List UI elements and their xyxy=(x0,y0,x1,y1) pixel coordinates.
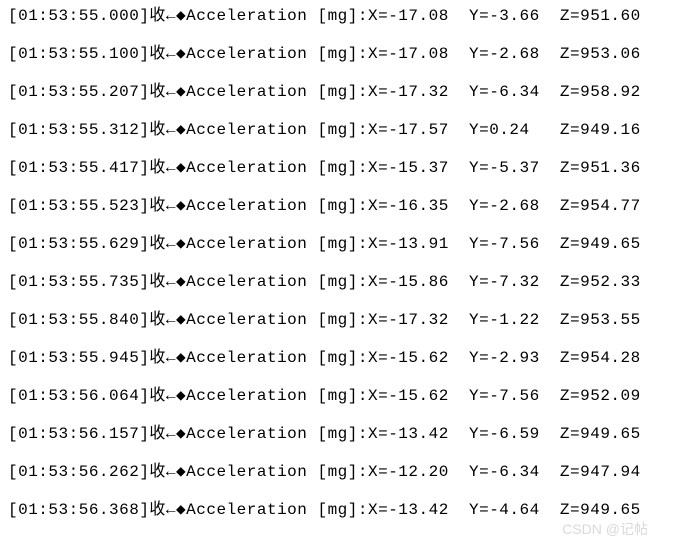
log-line: [01:53:55.945]收←◆Acceleration [mg]:X=-15… xyxy=(8,350,670,366)
log-line: [01:53:56.064]收←◆Acceleration [mg]:X=-15… xyxy=(8,388,670,404)
log-line: [01:53:55.629]收←◆Acceleration [mg]:X=-13… xyxy=(8,236,670,252)
log-line: [01:53:55.000]收←◆Acceleration [mg]:X=-17… xyxy=(8,8,670,24)
log-line: [01:53:56.262]收←◆Acceleration [mg]:X=-12… xyxy=(8,464,670,480)
log-line: [01:53:56.368]收←◆Acceleration [mg]:X=-13… xyxy=(8,502,670,518)
log-line: [01:53:55.207]收←◆Acceleration [mg]:X=-17… xyxy=(8,84,670,100)
log-line: [01:53:55.312]收←◆Acceleration [mg]:X=-17… xyxy=(8,122,670,138)
serial-log-output: [01:53:55.000]收←◆Acceleration [mg]:X=-17… xyxy=(8,8,670,518)
watermark-text: CSDN @记帖 xyxy=(562,519,648,539)
log-line: [01:53:56.157]收←◆Acceleration [mg]:X=-13… xyxy=(8,426,670,442)
log-line: [01:53:55.100]收←◆Acceleration [mg]:X=-17… xyxy=(8,46,670,62)
log-line: [01:53:55.417]收←◆Acceleration [mg]:X=-15… xyxy=(8,160,670,176)
log-line: [01:53:55.735]收←◆Acceleration [mg]:X=-15… xyxy=(8,274,670,290)
log-line: [01:53:55.523]收←◆Acceleration [mg]:X=-16… xyxy=(8,198,670,214)
log-line: [01:53:55.840]收←◆Acceleration [mg]:X=-17… xyxy=(8,312,670,328)
